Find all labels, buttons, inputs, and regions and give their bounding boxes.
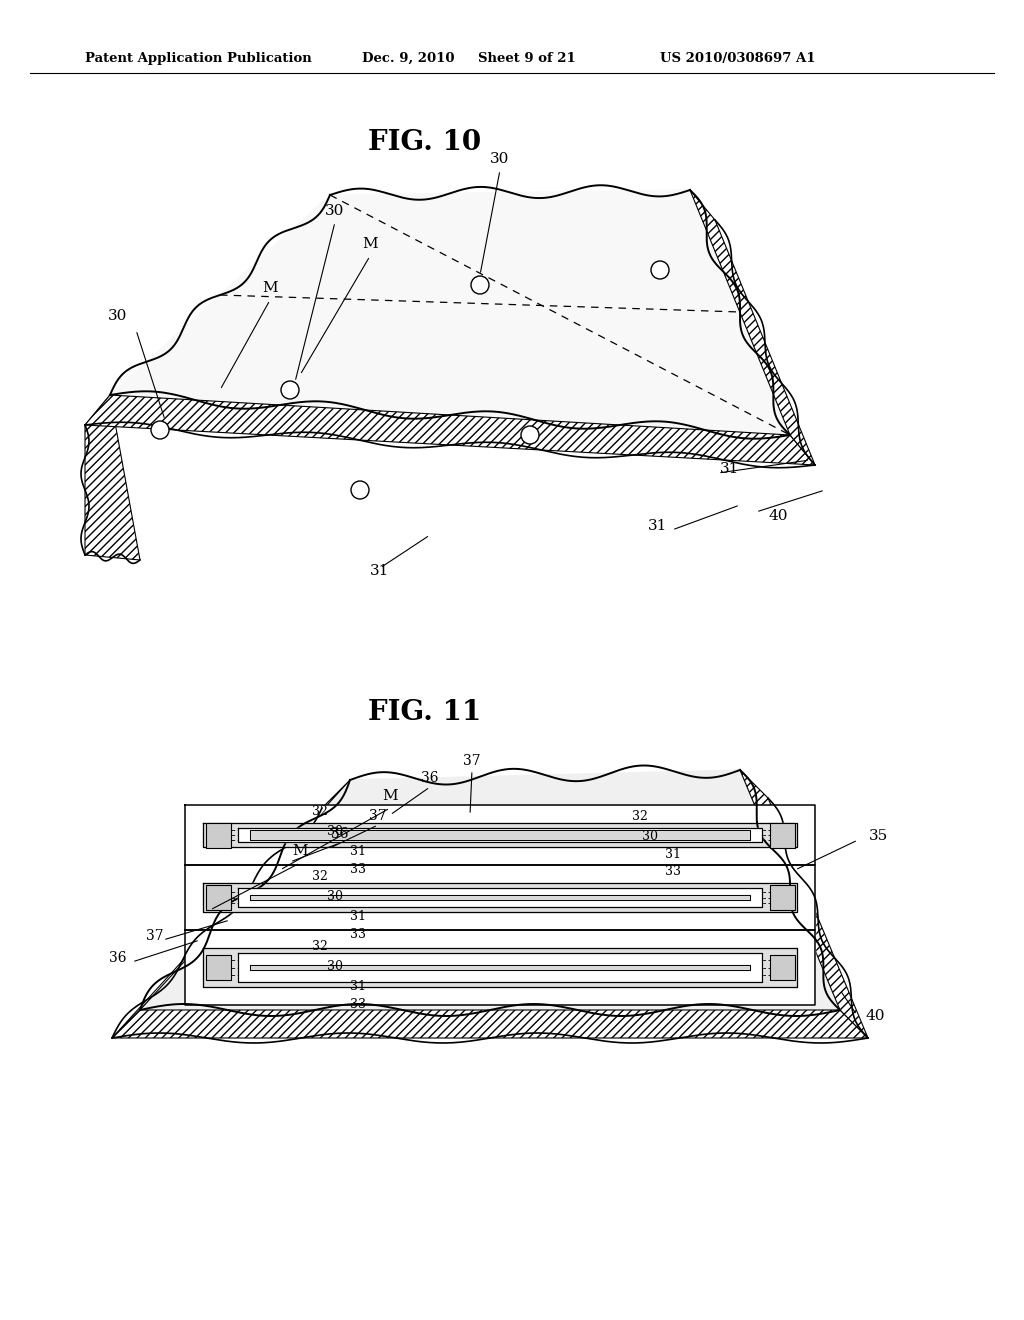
Polygon shape bbox=[203, 948, 797, 987]
FancyBboxPatch shape bbox=[206, 954, 230, 979]
Text: US 2010/0308697 A1: US 2010/0308697 A1 bbox=[660, 51, 815, 65]
Polygon shape bbox=[238, 828, 762, 842]
Text: 35: 35 bbox=[868, 829, 888, 843]
Polygon shape bbox=[110, 190, 790, 436]
Circle shape bbox=[471, 276, 489, 294]
Circle shape bbox=[351, 480, 369, 499]
Text: Sheet 9 of 21: Sheet 9 of 21 bbox=[478, 51, 575, 65]
Polygon shape bbox=[140, 770, 840, 1010]
Polygon shape bbox=[740, 770, 868, 1038]
FancyBboxPatch shape bbox=[206, 884, 230, 909]
Text: 40: 40 bbox=[865, 1008, 885, 1023]
Text: 30: 30 bbox=[490, 152, 510, 166]
Text: 40: 40 bbox=[768, 510, 787, 523]
Polygon shape bbox=[85, 395, 815, 465]
Text: M: M bbox=[362, 238, 378, 251]
Text: 31: 31 bbox=[350, 979, 366, 993]
Text: Patent Application Publication: Patent Application Publication bbox=[85, 51, 311, 65]
Text: 36: 36 bbox=[331, 828, 349, 841]
Text: 32: 32 bbox=[312, 940, 328, 953]
Text: Dec. 9, 2010: Dec. 9, 2010 bbox=[362, 51, 455, 65]
Circle shape bbox=[151, 421, 169, 440]
Polygon shape bbox=[185, 931, 815, 1005]
Polygon shape bbox=[250, 830, 750, 840]
Polygon shape bbox=[203, 883, 797, 912]
Text: 31: 31 bbox=[665, 847, 681, 861]
Text: FIG. 11: FIG. 11 bbox=[369, 700, 481, 726]
Text: 30: 30 bbox=[109, 309, 128, 323]
Text: 30: 30 bbox=[327, 825, 343, 838]
Circle shape bbox=[521, 426, 539, 444]
Text: 33: 33 bbox=[350, 928, 366, 941]
Text: 33: 33 bbox=[350, 863, 366, 876]
Text: FIG. 10: FIG. 10 bbox=[369, 129, 481, 156]
Text: 32: 32 bbox=[312, 870, 328, 883]
FancyBboxPatch shape bbox=[769, 822, 795, 847]
Text: 30: 30 bbox=[326, 205, 345, 218]
Polygon shape bbox=[690, 190, 815, 465]
Text: 31: 31 bbox=[371, 564, 390, 578]
Text: M: M bbox=[292, 843, 308, 858]
Text: 31: 31 bbox=[648, 519, 668, 533]
Text: 31: 31 bbox=[350, 909, 366, 923]
Text: 37: 37 bbox=[370, 809, 387, 822]
Polygon shape bbox=[250, 965, 750, 970]
Text: 37: 37 bbox=[463, 754, 481, 768]
Text: 30: 30 bbox=[642, 830, 658, 843]
Polygon shape bbox=[112, 1010, 868, 1038]
Circle shape bbox=[281, 381, 299, 399]
Text: 31: 31 bbox=[720, 462, 739, 477]
Polygon shape bbox=[112, 780, 350, 1038]
Text: 31: 31 bbox=[350, 845, 366, 858]
Polygon shape bbox=[85, 395, 140, 560]
Text: 37: 37 bbox=[146, 929, 164, 942]
Text: 33: 33 bbox=[350, 998, 366, 1011]
Polygon shape bbox=[238, 888, 762, 907]
Text: 36: 36 bbox=[110, 950, 127, 965]
Polygon shape bbox=[238, 953, 762, 982]
Text: 32: 32 bbox=[312, 805, 328, 818]
Circle shape bbox=[651, 261, 669, 279]
Text: M: M bbox=[262, 281, 278, 294]
Polygon shape bbox=[185, 865, 815, 931]
FancyBboxPatch shape bbox=[206, 822, 230, 847]
Text: 30: 30 bbox=[327, 890, 343, 903]
Text: 36: 36 bbox=[421, 771, 438, 785]
Polygon shape bbox=[203, 822, 797, 847]
FancyBboxPatch shape bbox=[769, 954, 795, 979]
Text: 30: 30 bbox=[327, 960, 343, 973]
Text: 32: 32 bbox=[632, 810, 648, 822]
FancyBboxPatch shape bbox=[769, 884, 795, 909]
Text: M: M bbox=[382, 789, 397, 803]
Polygon shape bbox=[250, 895, 750, 900]
Polygon shape bbox=[185, 805, 815, 865]
Text: 33: 33 bbox=[665, 865, 681, 878]
